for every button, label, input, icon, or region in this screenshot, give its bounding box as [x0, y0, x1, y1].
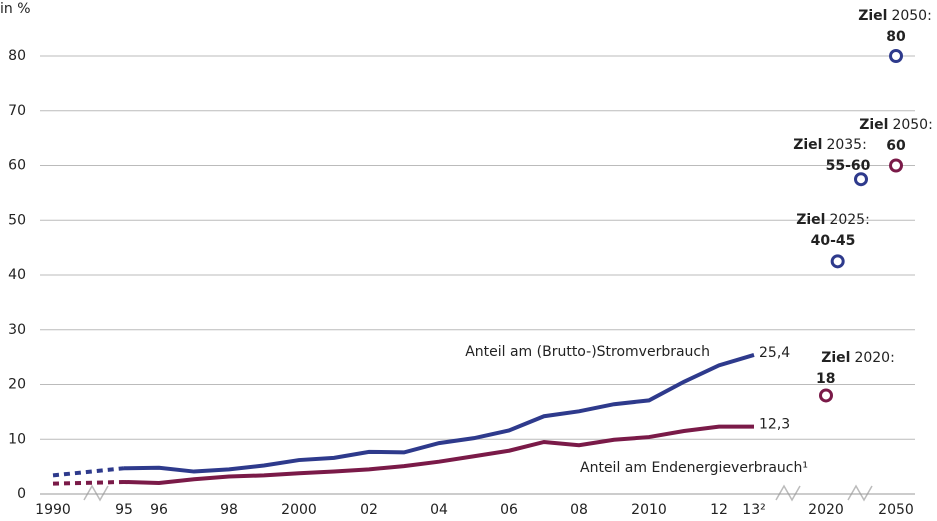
- target-point: [889, 158, 903, 173]
- target-value: 55-60: [826, 158, 871, 174]
- line-estimate: [52, 466, 125, 478]
- end-label: 25,4: [759, 345, 790, 361]
- y-tick-label: 0: [17, 486, 26, 502]
- target-point: [889, 49, 903, 63]
- x-tick-label: 98: [220, 502, 238, 518]
- y-tick-label: 10: [8, 431, 26, 447]
- target-label: Ziel 2035:: [793, 137, 867, 153]
- y-tick-label: 30: [8, 322, 26, 338]
- axis-breaks: [83, 484, 873, 502]
- y-tick-label: 80: [8, 48, 26, 64]
- target-label: Ziel 2025:: [796, 212, 870, 228]
- target-year: 2025:: [829, 212, 869, 228]
- x-tick-label: 12: [710, 502, 728, 518]
- series-label: Anteil am (Brutto-)Stromverbrauch: [465, 344, 710, 360]
- x-tick-label: 2010: [631, 502, 667, 518]
- target-year: 2050:: [891, 8, 931, 24]
- target-label: Ziel 2020:: [821, 350, 895, 366]
- x-tick-label: 06: [500, 502, 518, 518]
- target-word: Ziel: [796, 212, 825, 228]
- x-tick-label: 08: [570, 502, 588, 518]
- x-tick-label: 95: [115, 502, 133, 518]
- x-tick-label: 2000: [281, 502, 317, 518]
- x-tick-label: 04: [430, 502, 448, 518]
- x-tick-label: 2020: [808, 502, 844, 518]
- target-point: [830, 254, 845, 269]
- x-tick-label: 2050: [878, 502, 914, 518]
- target-label: Ziel 2050:: [859, 117, 933, 133]
- x-tick-label: 1990: [35, 502, 71, 518]
- line: [123, 424, 754, 486]
- y-axis-label: in %: [0, 1, 31, 17]
- target-value: 40-45: [811, 233, 856, 249]
- y-tick-label: 60: [8, 158, 26, 174]
- line: [123, 353, 755, 474]
- target-year: 2035:: [826, 137, 866, 153]
- x-tick-label: 13²: [742, 502, 765, 518]
- y-tick-label: 20: [8, 377, 26, 393]
- target-point: [854, 172, 868, 187]
- target-word: Ziel: [821, 350, 850, 366]
- end-label: 12,3: [759, 417, 790, 433]
- series-label: Anteil am Endenergieverbrauch¹: [580, 460, 808, 476]
- target-label: Ziel 2050:: [858, 8, 932, 24]
- target-year: 2020:: [854, 350, 894, 366]
- target-point: [819, 388, 833, 403]
- target-word: Ziel: [793, 137, 822, 153]
- y-tick-label: 50: [8, 212, 26, 228]
- y-tick-label: 70: [8, 103, 26, 119]
- target-year: 2050:: [892, 117, 932, 133]
- target-value: 18: [816, 371, 835, 387]
- y-tick-label: 40: [8, 267, 26, 283]
- line-estimate: [52, 479, 125, 486]
- target-value: 60: [886, 138, 906, 154]
- target-word: Ziel: [859, 117, 888, 133]
- x-tick-label: 96: [150, 502, 168, 518]
- target-word: Ziel: [858, 8, 887, 24]
- x-tick-label: 02: [360, 502, 378, 518]
- target-value: 80: [886, 29, 906, 45]
